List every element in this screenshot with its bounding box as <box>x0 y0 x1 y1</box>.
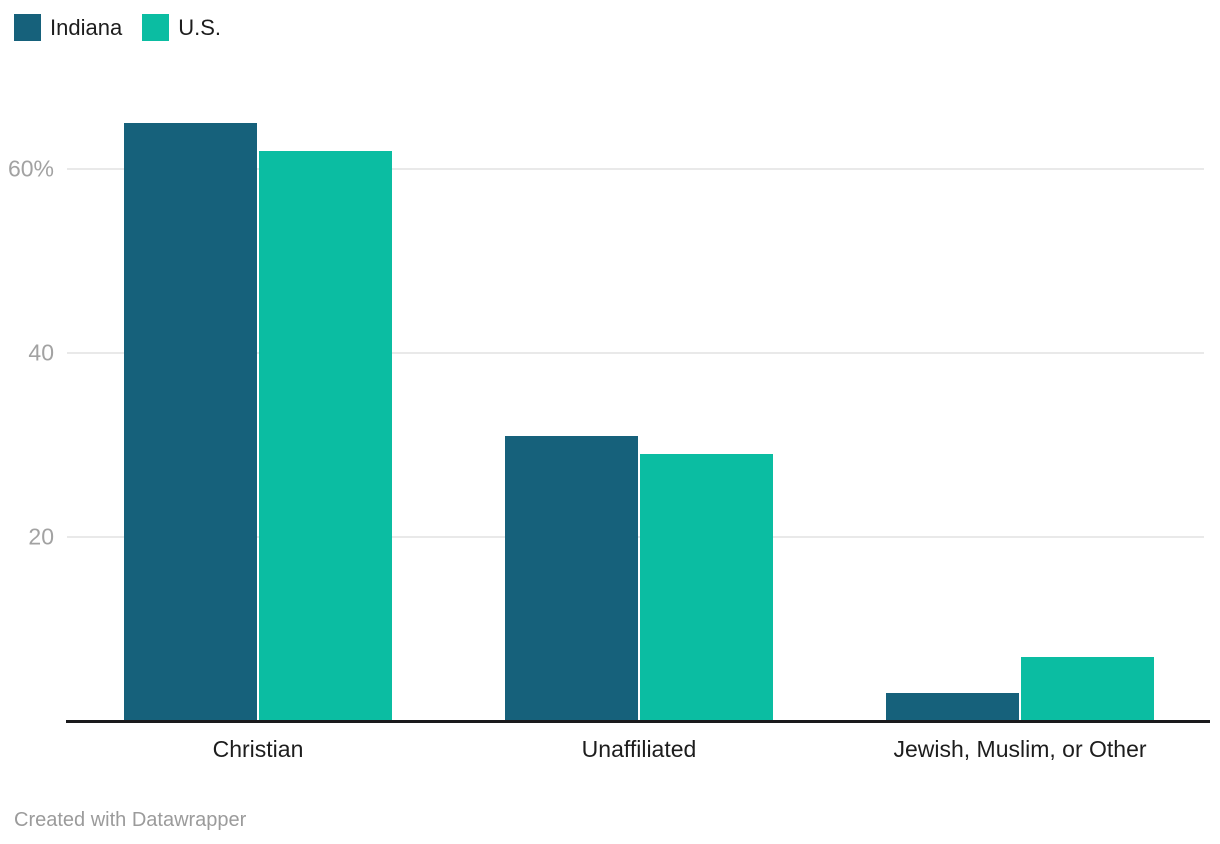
category-label-jewish-muslim-or-other: Jewish, Muslim, or Other <box>893 736 1147 762</box>
datawrapper-credit: Created with Datawrapper <box>14 809 247 831</box>
gridline-40 <box>67 352 1204 354</box>
bar-indiana-christian[interactable] <box>124 123 257 721</box>
legend-item-indiana: Indiana <box>14 14 122 41</box>
bar-indiana-unaffiliated[interactable] <box>505 436 638 721</box>
category-label-unaffiliated: Unaffiliated <box>581 736 697 762</box>
bar-indiana-jewish-muslim-or-other[interactable] <box>886 693 1019 721</box>
legend-label: Indiana <box>50 14 123 40</box>
category-label-christian: Christian <box>212 736 304 762</box>
bar-u-s-unaffiliated[interactable] <box>640 454 773 721</box>
y-tick-label-40: 40 <box>28 339 54 366</box>
y-tick-label-60: 60% <box>7 155 54 182</box>
bar-u-s-jewish-muslim-or-other[interactable] <box>1021 657 1154 721</box>
legend-swatch-indiana <box>14 14 41 41</box>
legend-item-u-s: U.S. <box>142 14 221 41</box>
legend: Indiana U.S. <box>14 14 221 41</box>
y-tick-label-20: 20 <box>28 523 54 550</box>
gridline-60 <box>67 168 1204 170</box>
bar-u-s-christian[interactable] <box>259 151 392 721</box>
x-axis-line <box>66 720 1210 723</box>
legend-label: U.S. <box>178 14 221 40</box>
legend-swatch-u-s <box>142 14 170 41</box>
